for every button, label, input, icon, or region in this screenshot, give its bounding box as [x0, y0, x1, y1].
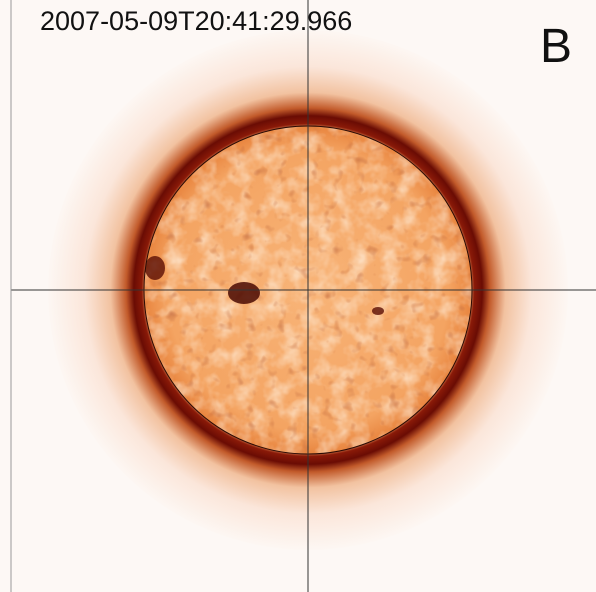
sunspot [372, 307, 384, 315]
sunspot [228, 282, 260, 304]
sunspot [145, 256, 165, 280]
panel-label: B [540, 20, 572, 73]
timestamp: 2007-05-09T20:41:29.966 [40, 6, 352, 36]
solar-image: 2007-05-09T20:41:29.966 B [0, 0, 596, 592]
page: 2007-05-09T20:41:29.966 B (() => { const… [0, 0, 596, 592]
